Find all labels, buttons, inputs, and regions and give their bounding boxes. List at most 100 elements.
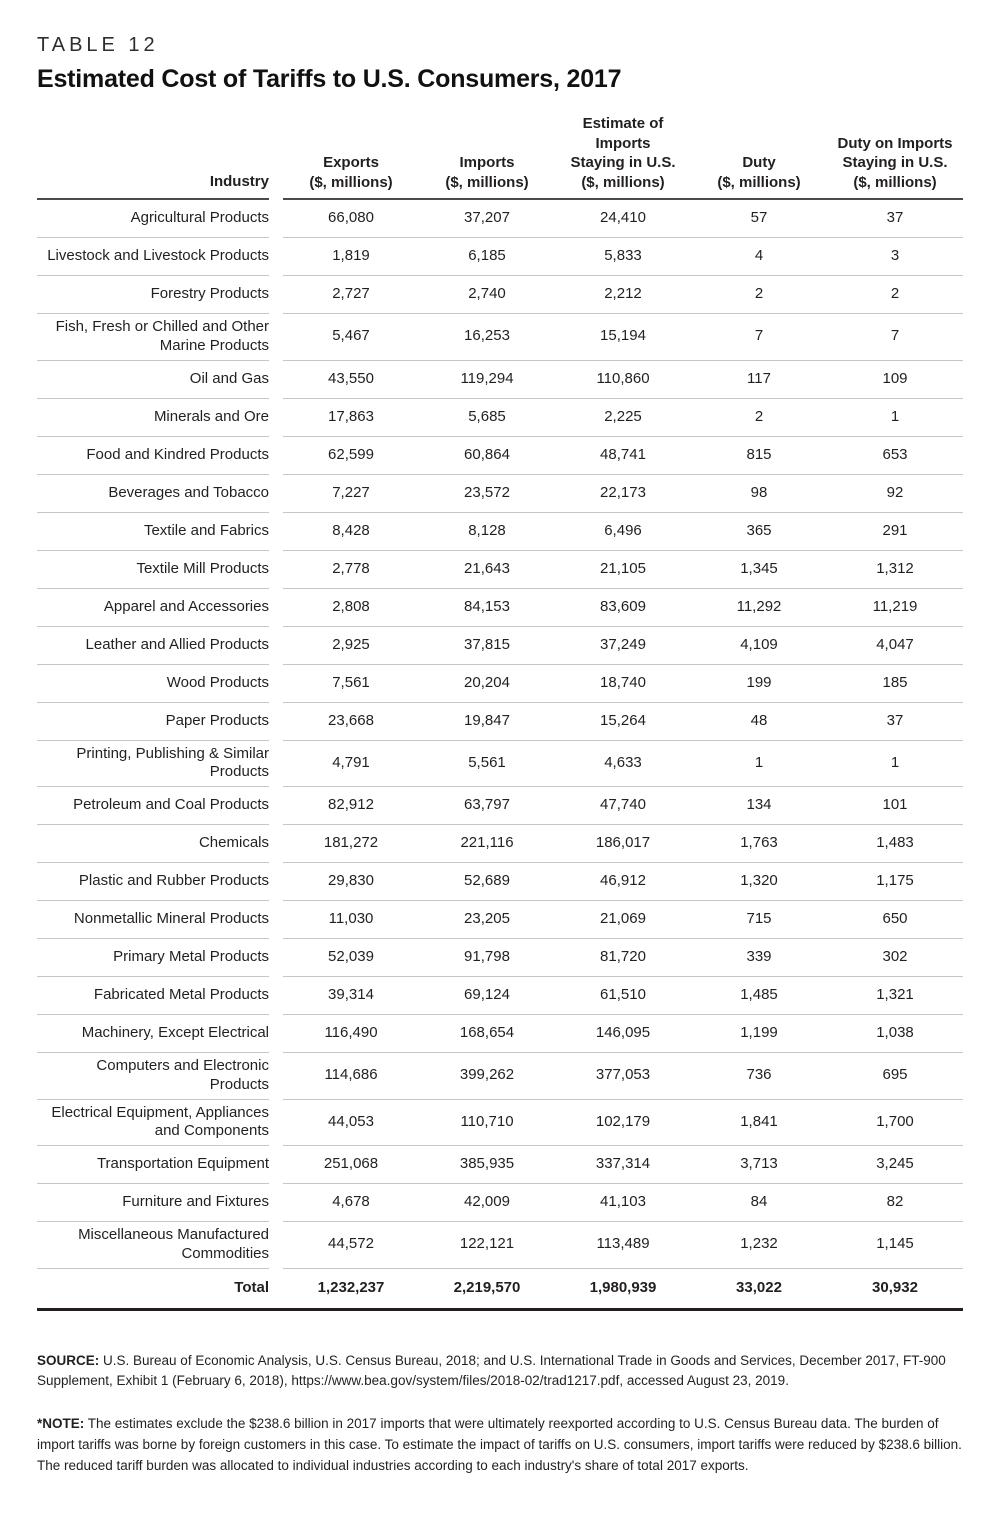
- value-cell-imports-staying: 113,489: [596, 1235, 650, 1253]
- table-row: Fish, Fresh or Chilled and Other Marine …: [37, 314, 963, 361]
- row-values-group: 7,227 23,572 22,173 98 92: [283, 475, 963, 513]
- value-cell-imports: 399,262: [459, 1066, 515, 1084]
- value-cell-imports-staying: 6,496: [604, 521, 642, 539]
- row-values-group: 2,925 37,815 37,249 4,109 4,047: [283, 627, 963, 665]
- value-cell-exports: 43,550: [328, 369, 374, 387]
- industry-cell: Primary Metal Products: [37, 939, 269, 977]
- value-cell-exports: 39,314: [328, 986, 374, 1004]
- value-cell-imports-staying: 83,609: [600, 597, 646, 615]
- row-values-group: 62,599 60,864 48,741 815 653: [283, 437, 963, 475]
- row-values-group: 181,272 221,116 186,017 1,763 1,483: [283, 825, 963, 863]
- value-cell-exports: 2,808: [332, 597, 370, 615]
- row-values-group: 7,561 20,204 18,740 199 185: [283, 665, 963, 703]
- value-cell-imports: 5,561: [468, 753, 506, 771]
- table-row: Apparel and Accessories 2,808 84,153 83,…: [37, 589, 963, 627]
- value-cell-duty: 815: [746, 445, 772, 463]
- industry-cell: Printing, Publishing & Similar Products: [37, 741, 269, 787]
- table-row: Minerals and Ore 17,863 5,685 2,225 2 1: [37, 399, 963, 437]
- row-values-group: 4,678 42,009 41,103 84 82: [283, 1184, 963, 1222]
- value-cell-duty-staying: 1,312: [876, 559, 914, 577]
- table-row: Printing, Publishing & Similar Products …: [37, 741, 963, 787]
- industry-cell: Furniture and Fixtures: [37, 1184, 269, 1222]
- table-row: Primary Metal Products 52,039 91,798 81,…: [37, 939, 963, 977]
- value-cell-imports-staying: 186,017: [595, 834, 651, 852]
- table-row: Chemicals 181,272 221,116 186,017 1,763 …: [37, 825, 963, 863]
- value-cell-duty-staying: 1: [890, 753, 900, 771]
- row-values-group: 4,791 5,561 4,633 1 1: [283, 741, 963, 787]
- industry-cell: Miscellaneous Manufactured Commodities: [37, 1222, 269, 1269]
- value-cell-imports-staying: 61,510: [600, 986, 646, 1004]
- value-cell-duty: 339: [746, 948, 772, 966]
- value-cell-imports: 63,797: [464, 796, 510, 814]
- industry-cell: Electrical Equipment, Appliances and Com…: [37, 1100, 269, 1146]
- value-cell-imports: 16,253: [464, 327, 510, 345]
- industry-cell: Petroleum and Coal Products: [37, 787, 269, 825]
- industry-cell: Computers and Electronic Products: [37, 1053, 269, 1100]
- value-cell-duty-staying: 101: [882, 796, 908, 814]
- table-row: Forestry Products 2,727 2,740 2,212 2 2: [37, 276, 963, 314]
- value-cell-imports-staying: 21,105: [600, 559, 646, 577]
- table-header-row: Industry Exports ($, millions) Imports (…: [37, 110, 963, 200]
- value-cell-imports-staying: 48,741: [600, 445, 646, 463]
- value-cell-imports-staying: 41,103: [600, 1193, 646, 1211]
- total-exports: 1,232,237: [317, 1278, 385, 1296]
- row-values-group: 44,053 110,710 102,179 1,841 1,700: [283, 1100, 963, 1146]
- value-cell-imports-staying: 47,740: [600, 796, 646, 814]
- column-header-imports: Imports ($, millions): [445, 154, 529, 191]
- value-cell-imports-staying: 2,212: [604, 285, 642, 303]
- value-cell-exports: 2,925: [332, 635, 370, 653]
- value-cell-duty: 1,320: [740, 872, 778, 890]
- row-values-group: 66,080 37,207 24,410 57 37: [283, 200, 963, 238]
- value-cell-duty-staying: 82: [886, 1193, 904, 1211]
- industry-cell: Fish, Fresh or Chilled and Other Marine …: [37, 314, 269, 361]
- value-cell-exports: 2,727: [332, 285, 370, 303]
- value-cell-imports-staying: 146,095: [595, 1024, 651, 1042]
- table-row: Furniture and Fixtures 4,678 42,009 41,1…: [37, 1184, 963, 1222]
- total-duty-staying: 30,932: [872, 1278, 918, 1296]
- value-cell-imports-staying: 24,410: [600, 209, 646, 227]
- row-values-group: 2,727 2,740 2,212 2 2: [283, 276, 963, 314]
- value-cell-imports: 37,207: [464, 209, 510, 227]
- value-cell-imports: 91,798: [464, 948, 510, 966]
- source-text: U.S. Bureau of Economic Analysis, U.S. C…: [37, 1352, 946, 1389]
- row-values-group: 11,030 23,205 21,069 715 650: [283, 901, 963, 939]
- value-cell-imports-staying: 110,860: [596, 369, 650, 387]
- value-cell-imports: 60,864: [464, 445, 510, 463]
- industry-cell: Minerals and Ore: [37, 399, 269, 437]
- value-cell-imports: 19,847: [464, 711, 510, 729]
- value-cell-imports-staying: 4,633: [604, 753, 642, 771]
- value-cell-imports: 221,116: [460, 834, 514, 852]
- industry-cell: Livestock and Livestock Products: [37, 238, 269, 276]
- table-row: Livestock and Livestock Products 1,819 6…: [37, 238, 963, 276]
- value-cell-imports-staying: 81,720: [600, 948, 646, 966]
- table-row: Machinery, Except Electrical 116,490 168…: [37, 1015, 963, 1053]
- value-cell-imports: 119,294: [460, 369, 514, 387]
- value-cell-duty: 715: [746, 910, 772, 928]
- value-cell-imports-staying: 46,912: [600, 872, 646, 890]
- value-cell-imports: 69,124: [464, 986, 510, 1004]
- value-cell-duty: 7: [754, 327, 764, 345]
- table-row: Petroleum and Coal Products 82,912 63,79…: [37, 787, 963, 825]
- table-body: Agricultural Products 66,080 37,207 24,4…: [37, 200, 963, 1269]
- value-cell-duty-staying: 3: [890, 247, 900, 265]
- value-cell-duty-staying: 37: [886, 209, 904, 227]
- value-cell-duty-staying: 1,145: [876, 1235, 914, 1253]
- value-cell-duty-staying: 92: [886, 483, 904, 501]
- value-cell-exports: 44,053: [328, 1112, 374, 1130]
- value-cell-duty: 1,763: [740, 834, 778, 852]
- industry-cell: Nonmetallic Mineral Products: [37, 901, 269, 939]
- total-imports-staying: 1,980,939: [589, 1278, 657, 1296]
- industry-cell: Transportation Equipment: [37, 1146, 269, 1184]
- table-number-label: TABLE 12: [37, 34, 159, 56]
- total-values-group: 1,232,237 2,219,570 1,980,939 33,022 30,…: [283, 1269, 963, 1308]
- value-cell-duty-staying: 4,047: [876, 635, 914, 653]
- table-row: Paper Products 23,668 19,847 15,264 48 3…: [37, 703, 963, 741]
- row-values-group: 2,778 21,643 21,105 1,345 1,312: [283, 551, 963, 589]
- industry-cell: Agricultural Products: [37, 200, 269, 238]
- value-cell-duty-staying: 185: [882, 673, 908, 691]
- value-cell-duty: 57: [750, 209, 768, 227]
- table-total-row: Total 1,232,237 2,219,570 1,980,939 33,0…: [37, 1269, 963, 1311]
- value-cell-exports: 1,819: [332, 247, 370, 265]
- row-values-group: 17,863 5,685 2,225 2 1: [283, 399, 963, 437]
